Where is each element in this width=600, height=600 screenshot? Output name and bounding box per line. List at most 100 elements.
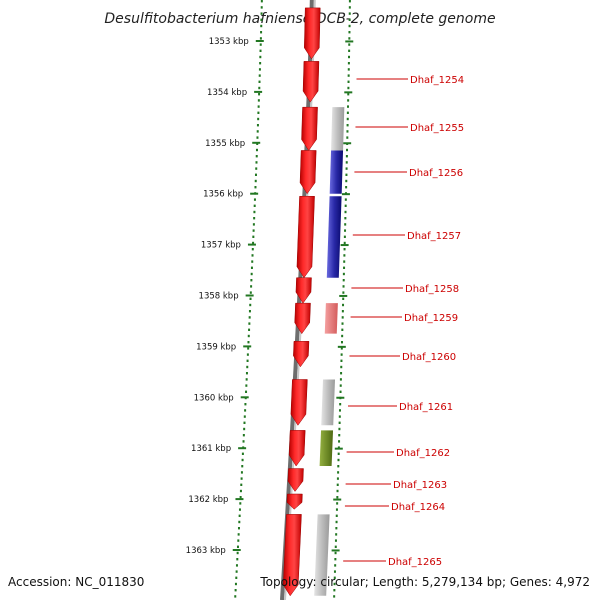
- cog-block-blue: [326, 196, 342, 278]
- ruler-dot: [347, 74, 350, 77]
- ruler-dot: [258, 80, 261, 83]
- kbp-tick-label: 1354 kbp: [207, 88, 247, 98]
- ruler-dot: [253, 198, 256, 201]
- ruler-dot: [257, 111, 260, 114]
- ruler-dot: [340, 359, 343, 362]
- ruler-dot: [344, 229, 347, 232]
- ruler-dot: [340, 353, 343, 356]
- gene-arrow-dhaf-1261[interactable]: [290, 379, 308, 426]
- inner-ruler-ticks: [331, 40, 354, 552]
- kbp-tick-label: 1357 kbp: [201, 241, 241, 251]
- ruler-dot: [337, 452, 340, 455]
- ruler-dot: [334, 539, 337, 542]
- gene-label[interactable]: Dhaf_1261: [399, 402, 453, 413]
- ruler-dot: [339, 403, 342, 406]
- ruler-dot: [344, 204, 347, 207]
- gene-label[interactable]: Dhaf_1254: [410, 75, 464, 86]
- ruler-dot: [347, 62, 350, 65]
- ruler-dot: [260, 6, 263, 9]
- ruler-dot: [236, 545, 239, 548]
- ruler-dot: [250, 272, 253, 276]
- gene-arrow-dhaf-1254[interactable]: [302, 61, 320, 103]
- gene-label[interactable]: Dhaf_1262: [396, 448, 450, 459]
- ruler-dot: [255, 161, 258, 164]
- ruler-dot: [245, 390, 248, 393]
- ruler-dot: [333, 589, 336, 592]
- gene-arrow-dhaf-1265[interactable]: [282, 514, 302, 597]
- kbp-tick-label: 1358 kbp: [199, 292, 239, 302]
- ruler-dot: [346, 117, 349, 121]
- ruler-dot: [259, 49, 262, 52]
- gene-arrow-dhaf-1256[interactable]: [299, 150, 317, 195]
- gene-label[interactable]: Dhaf_1264: [391, 502, 445, 513]
- gene-arrow-dhaf-1260[interactable]: [293, 341, 310, 368]
- ruler-dot: [234, 582, 237, 586]
- gene-label[interactable]: Dhaf_1257: [407, 231, 461, 242]
- ruler-dot: [333, 570, 336, 573]
- cog-block-pink: [324, 303, 338, 334]
- gene-arrow-dhaf-1263[interactable]: [287, 468, 304, 492]
- ruler-dot: [238, 514, 241, 517]
- kbp-tick-label: 1363 kbp: [186, 546, 226, 556]
- ruler-dot: [243, 427, 246, 431]
- ruler-dot: [348, 31, 351, 34]
- ruler-dot: [345, 186, 348, 189]
- ruler-dot: [343, 260, 346, 263]
- ruler-dot: [239, 489, 242, 493]
- gene-label[interactable]: Dhaf_1260: [402, 352, 456, 363]
- ruler-dot: [344, 217, 347, 220]
- ruler-dot: [239, 496, 242, 499]
- ruler-dot: [249, 297, 252, 300]
- gene-track: [282, 7, 321, 597]
- gene-label[interactable]: Dhaf_1263: [393, 480, 447, 491]
- ruler-dot: [335, 520, 338, 524]
- inner-dotted-ruler: [333, 0, 351, 598]
- cog-block-green: [319, 430, 334, 467]
- ruler-dot: [253, 217, 256, 220]
- ruler-dot: [237, 527, 240, 530]
- ruler-dot: [241, 465, 244, 468]
- gene-arrow-dhaf-1255[interactable]: [301, 106, 318, 151]
- ruler-dot: [240, 471, 243, 474]
- gene-label[interactable]: Dhaf_1259: [404, 313, 458, 324]
- ruler-dot: [244, 403, 247, 406]
- ruler-dot: [334, 545, 337, 548]
- ruler-dot: [348, 24, 351, 28]
- gene-label[interactable]: Dhaf_1255: [410, 123, 464, 134]
- ruler-dot: [247, 334, 250, 338]
- gene-arrow-dhaf-1264[interactable]: [286, 493, 303, 510]
- ruler-dot: [245, 372, 248, 375]
- gene-arrow-dhaf-1259[interactable]: [294, 302, 311, 335]
- ruler-dot: [260, 31, 263, 34]
- gene-arrow-dhaf-1257[interactable]: [296, 195, 315, 279]
- ruler-dot: [253, 204, 256, 207]
- ruler-dot: [345, 173, 348, 176]
- ruler-dot: [242, 440, 245, 443]
- ruler-dot: [341, 310, 344, 313]
- gene-label[interactable]: Dhaf_1265: [388, 557, 442, 568]
- ruler-dot: [242, 434, 245, 437]
- ruler-dot: [333, 595, 336, 598]
- ruler-dot: [340, 341, 343, 344]
- ruler-dot: [251, 248, 254, 251]
- ruler-dot: [337, 458, 340, 462]
- ruler-dot: [252, 223, 255, 226]
- gene-arrow-dhaf-1262[interactable]: [288, 430, 306, 467]
- ruler-dot: [344, 210, 347, 214]
- ruler-dot: [250, 285, 253, 288]
- ruler-dot: [336, 496, 339, 499]
- ruler-dot: [240, 483, 243, 486]
- ruler-dot: [238, 508, 241, 511]
- gene-label[interactable]: Dhaf_1256: [409, 168, 463, 179]
- ruler-dot: [237, 539, 240, 542]
- gene-arrow-partial[interactable]: [304, 7, 321, 60]
- ruler-dot: [344, 223, 347, 226]
- kbp-tick-label: 1356 kbp: [203, 190, 243, 200]
- ruler-dot: [254, 173, 257, 176]
- gene-label[interactable]: Dhaf_1258: [405, 284, 459, 295]
- ruler-dot: [246, 365, 249, 369]
- ruler-dot: [346, 148, 349, 152]
- kbp-ticks: 1353 kbp 1354 kbp 1355 kbp 1356 kbp 1357 kbp…: [186, 37, 264, 556]
- ruler-dot: [257, 105, 260, 108]
- gene-arrow-dhaf-1258[interactable]: [295, 277, 312, 304]
